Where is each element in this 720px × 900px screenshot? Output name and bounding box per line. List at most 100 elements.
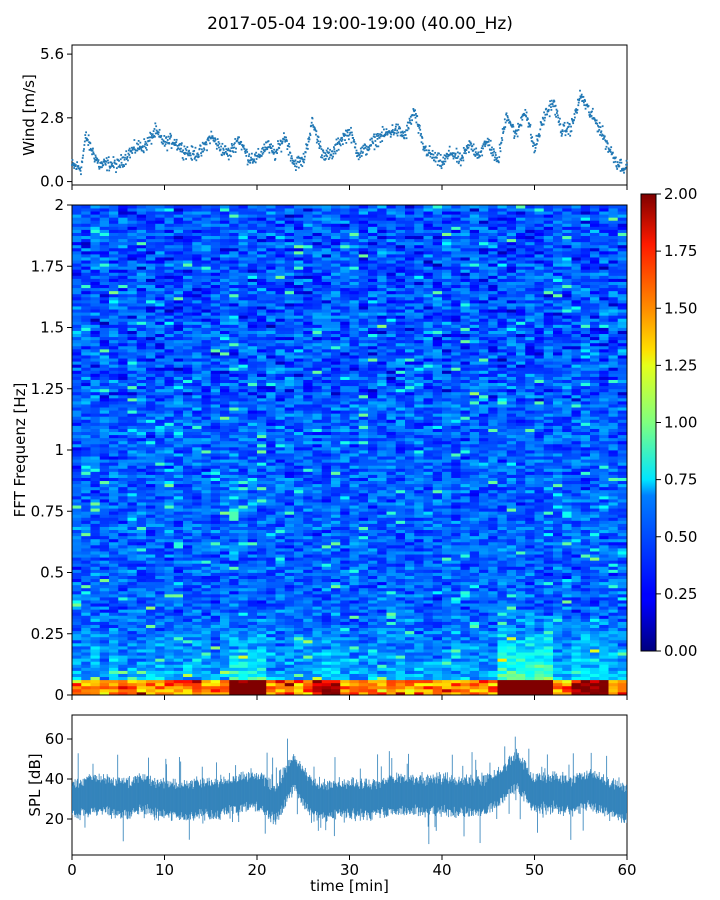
spectrogram-cell — [192, 275, 202, 279]
spectrogram-cell — [229, 431, 239, 436]
spectrogram-cell — [220, 658, 230, 662]
spectrogram-cell — [90, 639, 101, 644]
spectrogram-cell — [247, 250, 258, 255]
spectrogram-cell — [146, 511, 156, 515]
spectrogram-cell — [192, 489, 202, 494]
spectrogram-cell — [257, 606, 267, 610]
spectrogram-cell — [183, 284, 193, 289]
wind-point — [140, 149, 143, 152]
spectrogram-cell — [266, 275, 276, 279]
spectrogram-cell — [257, 263, 267, 267]
wind-point — [388, 130, 391, 133]
spectrogram-cell — [238, 670, 249, 674]
spectrogram-cell — [127, 691, 138, 695]
spectrogram-cell — [201, 535, 212, 540]
wind-point — [355, 149, 358, 152]
spectrogram-cell — [201, 205, 212, 209]
spectrogram-cell — [266, 425, 276, 429]
spectrogram-cell — [247, 465, 258, 469]
spectrogram-cell — [155, 633, 165, 638]
spectrogram-cell — [220, 642, 230, 647]
spectrogram-cell — [146, 376, 156, 380]
spectrogram-cell — [247, 459, 258, 463]
spectrogram-cell — [72, 394, 82, 399]
wind-point — [381, 125, 384, 128]
spectrogram-cell — [136, 661, 147, 665]
spectrogram-cell — [155, 581, 165, 586]
spectrogram-cell — [72, 229, 82, 233]
spectrogram-cell — [109, 330, 119, 335]
spectrogram-cell — [99, 309, 110, 313]
spectrogram-cell — [118, 450, 128, 454]
spectrogram-cell — [99, 486, 110, 491]
spectrogram-cell — [90, 376, 101, 380]
spectrogram-cell — [72, 615, 82, 619]
spectrogram-cell — [247, 287, 258, 292]
spectrogram-cell — [247, 342, 258, 347]
spectrogram-cell — [81, 367, 91, 371]
wind-point — [153, 135, 156, 138]
spectrogram-cell — [136, 652, 147, 656]
wind-point — [597, 130, 600, 133]
spectrogram-cell — [173, 462, 184, 466]
wind-point — [524, 108, 527, 111]
spectrogram-cell — [192, 247, 202, 252]
wind-point — [503, 126, 505, 129]
spectrogram-cell — [109, 630, 119, 635]
spectrogram-cell — [192, 538, 202, 543]
spectrogram-cell — [247, 373, 258, 377]
spectrogram-cell — [109, 480, 119, 485]
spectrogram-cell — [192, 471, 202, 475]
spectrogram-cell — [220, 345, 230, 350]
spectrogram-cell — [229, 434, 239, 439]
spectrogram-cell — [220, 241, 230, 246]
spectrogram-cell — [210, 404, 221, 408]
wind-point — [295, 165, 298, 168]
spectrogram-cell — [164, 566, 175, 570]
spectrogram-cell — [173, 306, 184, 310]
spectrogram-cell — [146, 324, 156, 328]
spectrogram-cell — [136, 495, 147, 500]
spectrogram-cell — [146, 309, 156, 313]
spectrogram-cell — [164, 208, 175, 212]
spectrogram-cell — [72, 419, 82, 423]
wind-point — [255, 158, 258, 160]
spectrogram-cell — [275, 419, 286, 423]
spectrogram-cell — [220, 287, 230, 292]
wind-point — [108, 165, 111, 168]
spectrogram-cell — [238, 609, 249, 613]
spectrogram-cell — [257, 266, 267, 270]
spectrogram-cell — [127, 299, 138, 304]
spectrogram-cell — [81, 480, 91, 485]
spectrogram-cell — [220, 636, 230, 641]
spectrogram-cell — [155, 548, 165, 552]
spectrogram-cell — [183, 373, 193, 377]
spectrogram-cell — [146, 597, 156, 601]
spectrogram-cell — [127, 443, 138, 448]
spectrogram-cell — [109, 303, 119, 307]
spectrogram-cell — [257, 223, 267, 227]
spectrogram-cell — [266, 373, 276, 377]
spectrogram-cell — [173, 468, 184, 472]
wind-point — [380, 134, 383, 136]
spectrogram-cell — [136, 548, 147, 552]
spectrogram-cell — [118, 646, 128, 650]
wind-point — [620, 158, 622, 161]
spectrogram-cell — [146, 263, 156, 267]
spectrogram-cell — [192, 281, 202, 286]
spectrogram-cell — [238, 388, 249, 393]
spectrogram-cell — [164, 358, 175, 362]
spectrogram-cell — [220, 688, 230, 693]
spectrogram-cell — [229, 523, 239, 527]
spectrogram-cell — [109, 211, 119, 215]
spectrogram-cell — [72, 263, 82, 267]
wind-point — [389, 132, 392, 135]
spectrogram-cell — [210, 287, 221, 292]
spectrogram-cell — [136, 538, 147, 543]
spectrogram-cell — [247, 336, 258, 341]
spectrogram-cell — [210, 315, 221, 319]
spectrogram-cell — [109, 670, 119, 674]
wind-point — [374, 144, 377, 146]
spectrogram-cell — [164, 342, 175, 347]
spectrogram-cell — [173, 382, 184, 387]
